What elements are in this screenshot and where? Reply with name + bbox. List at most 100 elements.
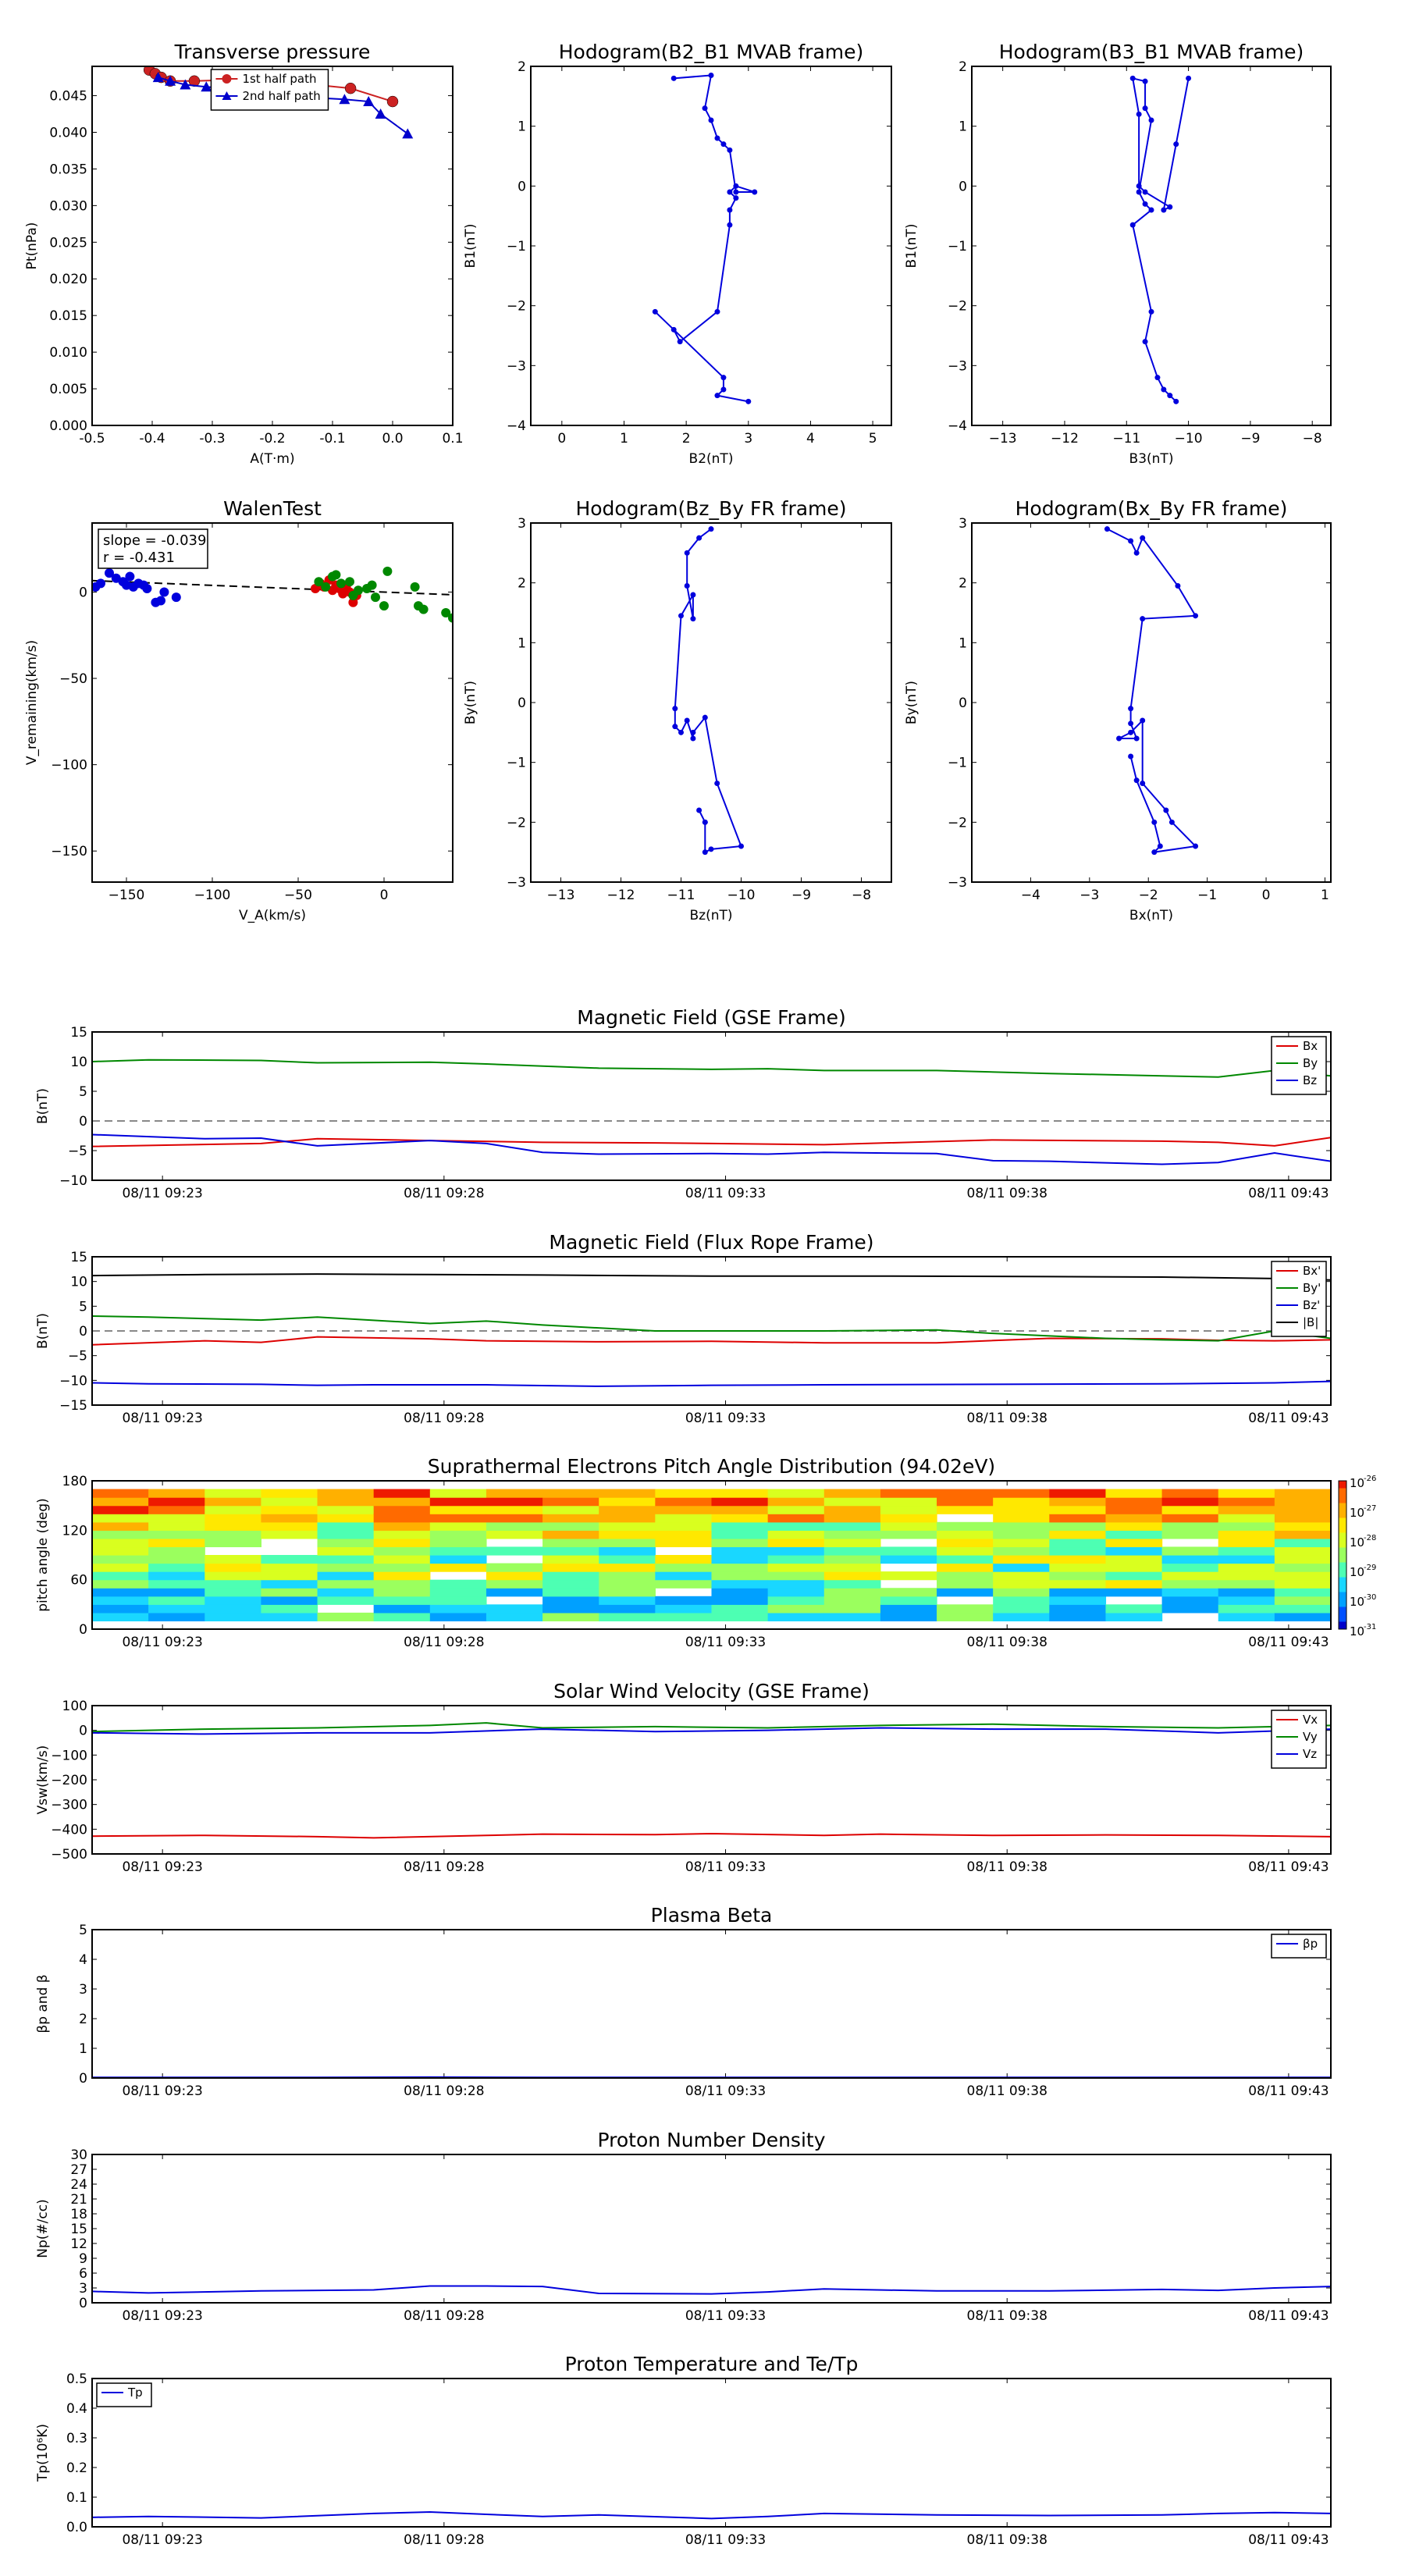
heat-cell	[1049, 1604, 1107, 1614]
heat-cell	[1274, 1571, 1331, 1581]
y-tick-label: 6	[79, 2266, 87, 2282]
heat-cell	[993, 1514, 1050, 1523]
legend-label: Bz	[1303, 1073, 1317, 1087]
heat-cell	[1218, 1604, 1275, 1614]
data-point	[1140, 616, 1146, 622]
legend-label: Vx	[1303, 1713, 1318, 1727]
chart-title: Proton Temperature and Te/Tp	[565, 2353, 859, 2375]
heat-cell	[373, 1612, 431, 1622]
heat-cell	[317, 1546, 375, 1556]
plot-area	[92, 1722, 1331, 1839]
heat-cell	[1274, 1497, 1331, 1507]
x-tick-label: −9	[791, 888, 811, 903]
data-point	[1133, 735, 1140, 742]
x-tick-label: −150	[108, 888, 145, 903]
x-tick-label: 08/11 09:33	[685, 1186, 766, 1201]
axes-frame	[91, 1031, 1332, 1181]
heat-cell	[937, 1555, 994, 1564]
heat-cell	[655, 1612, 713, 1622]
x-tick-label: -0.1	[319, 431, 345, 447]
heat-cell	[880, 1521, 937, 1531]
heat-cell	[655, 1571, 713, 1581]
colorbar-segment	[1339, 1577, 1346, 1582]
y-tick-label: 24	[70, 2177, 87, 2193]
data-point	[1142, 105, 1148, 112]
heat-cell	[711, 1612, 769, 1622]
axes-frame	[91, 66, 454, 426]
heat-cell	[373, 1538, 431, 1548]
heat-cell	[711, 1521, 769, 1531]
heat-cell	[205, 1514, 262, 1523]
data-point	[331, 570, 341, 580]
series-0	[672, 526, 744, 856]
heat-cell	[261, 1489, 318, 1498]
legend-label: Bx'	[1303, 1264, 1321, 1278]
heat-cell	[317, 1521, 375, 1531]
heat-cell	[148, 1579, 205, 1589]
y-tick-label: 0.5	[66, 2371, 87, 2387]
y-axis-label: Np(#/cc)	[35, 2199, 51, 2258]
data-point	[708, 73, 714, 78]
colorbar-segment	[1339, 1521, 1346, 1526]
y-axis-label: Vsw(km/s)	[35, 1745, 51, 1815]
heat-cell	[317, 1563, 375, 1572]
x-tick-label: 08/11 09:33	[685, 1411, 766, 1426]
x-tick-label: 08/11 09:43	[1248, 2532, 1329, 2548]
heat-cell	[880, 1604, 937, 1614]
heat-cell	[1105, 1563, 1163, 1572]
y-axis-label: Tp(10⁶K)	[35, 2424, 51, 2482]
heat-cell	[599, 1579, 656, 1589]
plot-area	[92, 2510, 1331, 2520]
axes-frame	[91, 2378, 1332, 2528]
heat-cell	[1105, 1588, 1163, 1597]
data-point	[441, 608, 451, 617]
y-tick-label: 0.025	[49, 235, 87, 251]
data-point	[677, 339, 683, 345]
x-tick-label: 08/11 09:33	[685, 2083, 766, 2099]
data-point	[1129, 75, 1136, 81]
colorbar-segment	[1339, 1603, 1346, 1607]
data-point	[690, 616, 696, 622]
data-point	[720, 141, 727, 148]
heat-cell	[1218, 1571, 1275, 1581]
heat-cell	[92, 1530, 149, 1539]
heat-cell	[373, 1563, 431, 1572]
annotation-text: slope = -0.039	[103, 532, 206, 549]
heat-cell	[1049, 1612, 1107, 1622]
heat-cell	[993, 1497, 1050, 1507]
heat-cell	[148, 1497, 205, 1507]
heat-cell	[1105, 1612, 1163, 1622]
heat-cell	[373, 1489, 431, 1498]
heat-cell	[205, 1555, 262, 1564]
colorbar-segment	[1339, 1617, 1346, 1622]
chart-5: Hodogram(Bx_By FR frame) −4 −3 −2 −1 0 1 −3 −2 −1…	[904, 497, 1332, 923]
data-point	[752, 189, 758, 195]
y-tick-label: 0.030	[49, 198, 87, 214]
colorbar-segment	[1339, 1610, 1346, 1615]
heat-cell	[655, 1489, 713, 1498]
data-point	[727, 147, 733, 153]
heat-cell	[767, 1563, 825, 1572]
heat-cell	[317, 1538, 375, 1548]
heat-cell	[148, 1588, 205, 1597]
legend-label: 1st half path	[242, 72, 316, 86]
heat-cell	[1049, 1489, 1107, 1498]
series-Vy	[92, 1722, 1331, 1733]
heat-cell	[1274, 1538, 1331, 1548]
y-tick-label: 0.015	[49, 308, 87, 324]
x-tick-label: 08/11 09:38	[967, 2532, 1048, 2548]
y-tick-label: −3	[507, 358, 526, 374]
heat-cell	[767, 1489, 825, 1498]
heat-cell	[1049, 1579, 1107, 1589]
heat-cell	[261, 1521, 318, 1531]
chart-10: Plasma Beta 08/11 09:23 08/11 09:28 08/11 0…	[35, 1904, 1332, 2099]
heat-cell	[767, 1596, 825, 1605]
heat-cell	[1274, 1555, 1331, 1564]
heat-cell	[148, 1604, 205, 1614]
legend-frame	[96, 2382, 152, 2407]
data-point	[708, 846, 714, 852]
heat-cell	[205, 1521, 262, 1531]
heat-cell	[429, 1612, 487, 1622]
plot-area	[1129, 75, 1192, 404]
data-point	[696, 535, 702, 541]
